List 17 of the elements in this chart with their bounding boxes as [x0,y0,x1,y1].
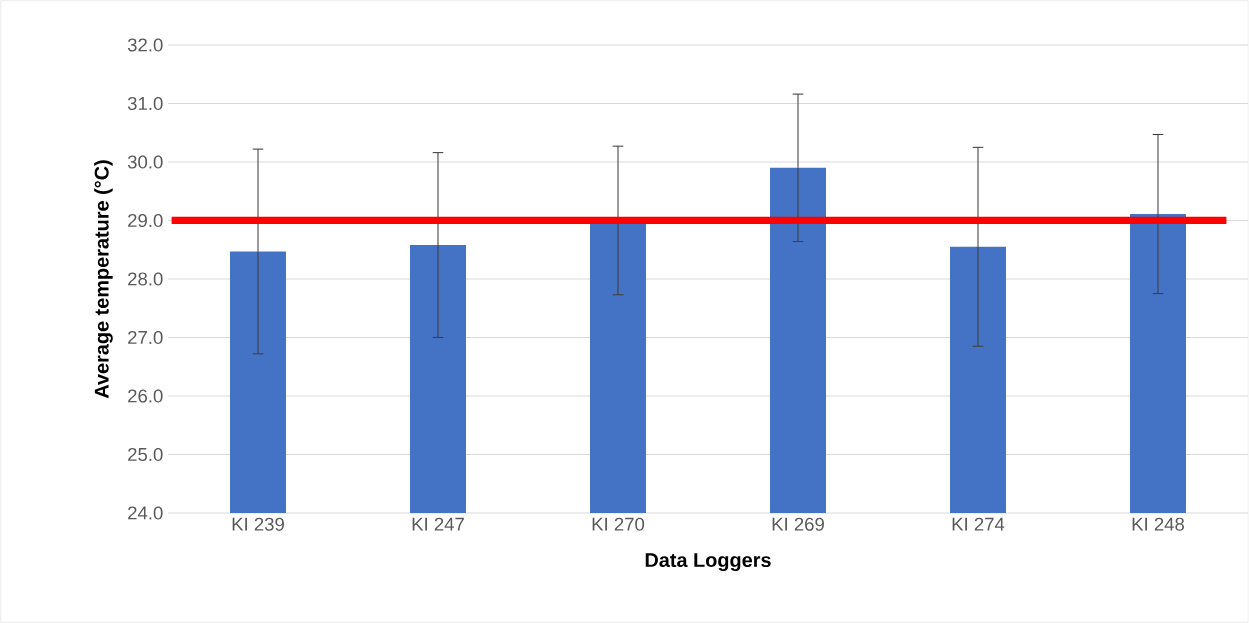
x-tick-label: KI 269 [772,517,824,531]
y-axis-title: Average temperature (°C) [94,160,113,399]
y-tick-label: 26.0 [128,389,163,403]
x-tick-label: KI 274 [952,517,1005,531]
x-tick-label: KI 248 [1132,517,1185,531]
y-tick-label: 30.0 [127,155,163,169]
y-tick-label: 29.0 [128,213,163,228]
x-tick-label: KI 270 [592,517,645,531]
y-tick-label: 32.0 [127,38,163,52]
y-tick-label: 27.0 [128,330,163,345]
y-tick-label: 25.0 [128,447,163,462]
y-tick-label: 31.0 [127,96,163,111]
y-tick-label: 24.0 [128,506,163,520]
x-tick-label: KI 247 [412,517,464,531]
y-tick-label: 28.0 [128,272,163,286]
x-axis-title: Data Loggers [645,553,771,572]
x-tick-label: KI 239 [232,517,284,531]
